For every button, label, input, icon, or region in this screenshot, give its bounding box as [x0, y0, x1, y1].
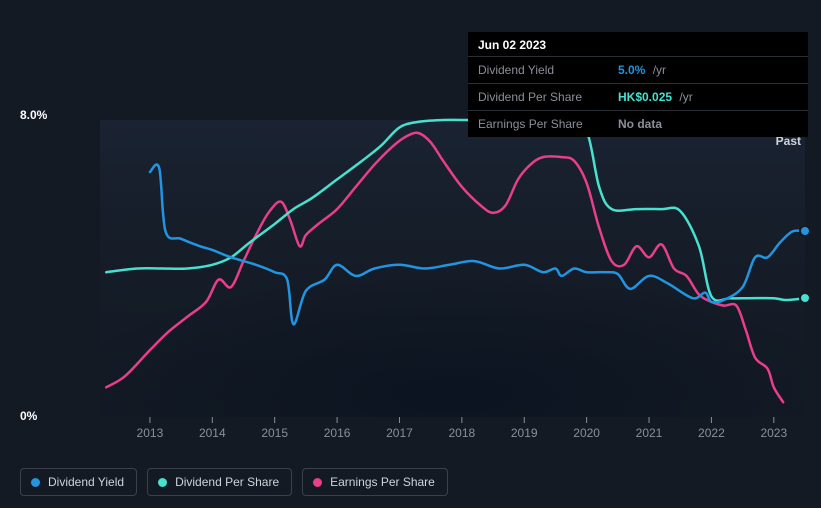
legend-label: Earnings Per Share — [330, 475, 435, 489]
x-tick-label: 2018 — [448, 426, 475, 440]
legend-item-earnings-per-share[interactable]: Earnings Per Share — [302, 468, 448, 496]
tooltip-row: Dividend Yield5.0% /yr — [468, 57, 808, 84]
y-tick-bottom: 0% — [20, 409, 37, 423]
legend-label: Dividend Per Share — [175, 475, 279, 489]
tooltip-row-label: Dividend Per Share — [468, 84, 608, 110]
tooltip-row-label: Earnings Per Share — [468, 111, 608, 137]
plot-vignette — [100, 194, 805, 417]
x-tick-label: 2014 — [199, 426, 226, 440]
tooltip-row-value: 5.0% /yr — [608, 57, 676, 83]
y-tick-top: 8.0% — [20, 108, 47, 122]
tooltip-row-label: Dividend Yield — [468, 57, 608, 83]
x-tick-label: 2017 — [386, 426, 413, 440]
tooltip-row-value: No data — [608, 111, 672, 137]
tooltip-row-value: HK$0.025 /yr — [608, 84, 703, 110]
x-tick-label: 2021 — [636, 426, 663, 440]
x-tick-label: 2013 — [137, 426, 164, 440]
tooltip-row: Earnings Per ShareNo data — [468, 111, 808, 137]
legend-dot — [313, 478, 322, 487]
x-tick-label: 2019 — [511, 426, 538, 440]
x-axis-ticks — [150, 417, 774, 423]
hover-tooltip: Jun 02 2023 Dividend Yield5.0% /yrDivide… — [468, 32, 808, 137]
end-dot-dividend_yield — [799, 225, 811, 237]
tooltip-row: Dividend Per ShareHK$0.025 /yr — [468, 84, 808, 111]
end-dot-dividend_per_share — [799, 292, 811, 304]
legend-dot — [31, 478, 40, 487]
legend-item-dividend-per-share[interactable]: Dividend Per Share — [147, 468, 292, 496]
legend-item-dividend-yield[interactable]: Dividend Yield — [20, 468, 137, 496]
x-tick-label: 2015 — [261, 426, 288, 440]
chart-container: 8.0% 0% Past 201320142015201620172018201… — [0, 0, 821, 508]
legend-label: Dividend Yield — [48, 475, 124, 489]
legend-dot — [158, 478, 167, 487]
x-tick-label: 2023 — [760, 426, 787, 440]
x-tick-label: 2020 — [573, 426, 600, 440]
legend: Dividend Yield Dividend Per Share Earnin… — [20, 468, 448, 496]
x-tick-label: 2022 — [698, 426, 725, 440]
tooltip-date: Jun 02 2023 — [468, 32, 808, 57]
x-tick-label: 2016 — [324, 426, 351, 440]
